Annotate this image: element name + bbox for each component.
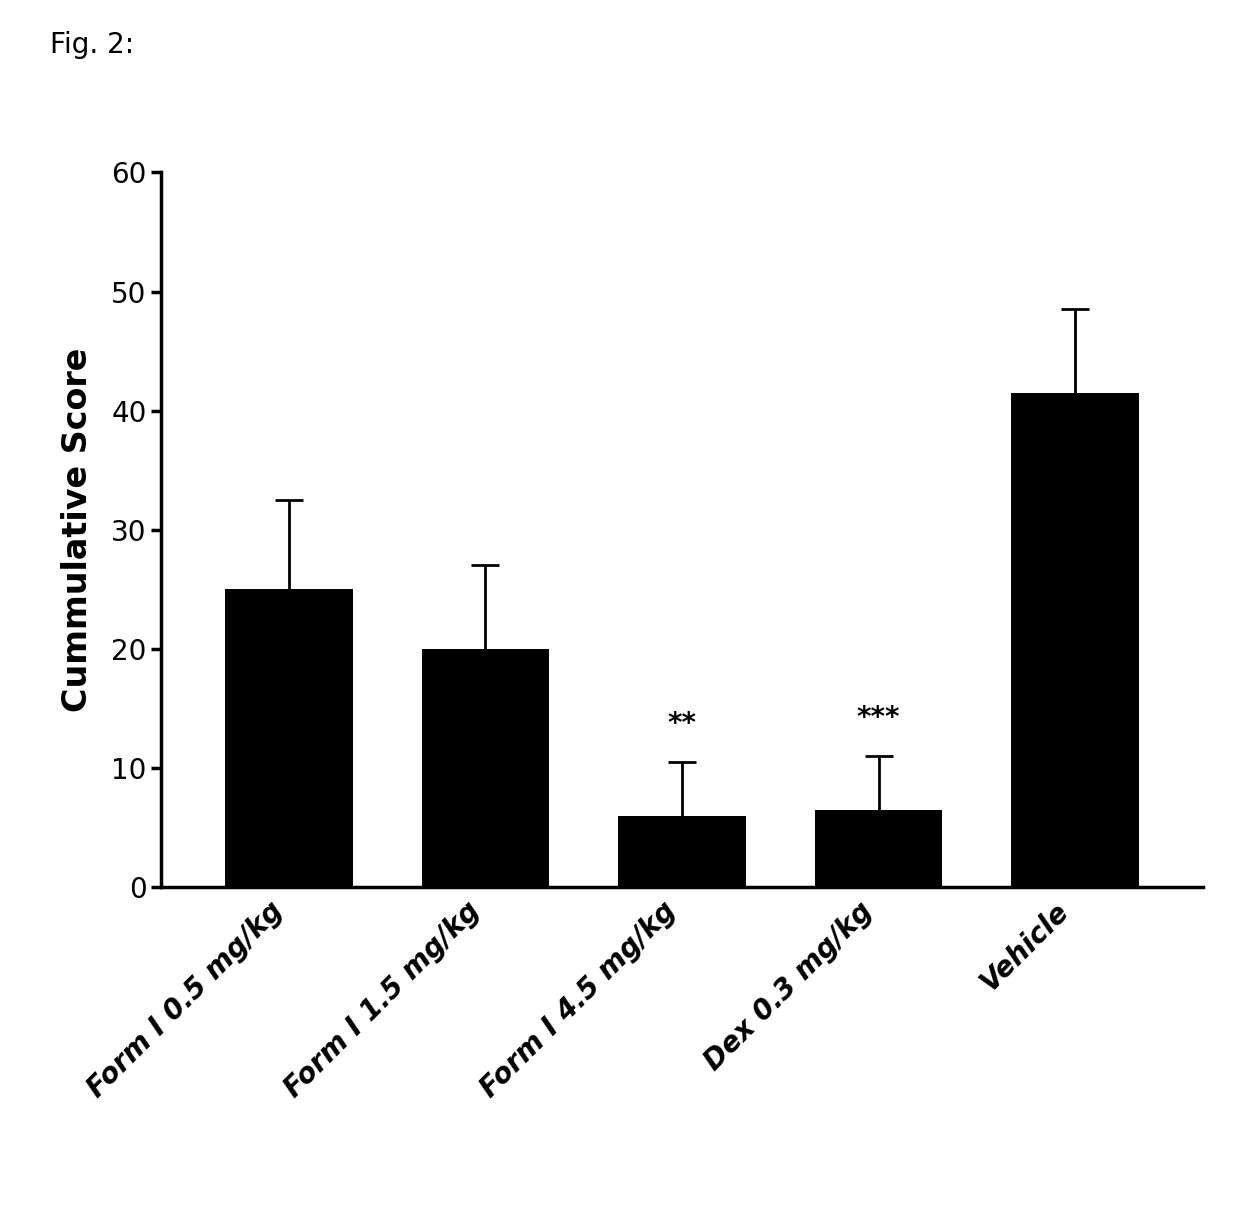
Bar [226,589,353,887]
Bar [618,816,746,887]
Bar [1011,393,1138,887]
Text: **: ** [667,710,697,738]
Text: Fig. 2:: Fig. 2: [50,31,134,59]
Y-axis label: Cummulative Score: Cummulative Score [62,347,94,712]
Bar [815,809,942,887]
Text: ***: *** [857,705,900,732]
Bar [422,649,549,887]
